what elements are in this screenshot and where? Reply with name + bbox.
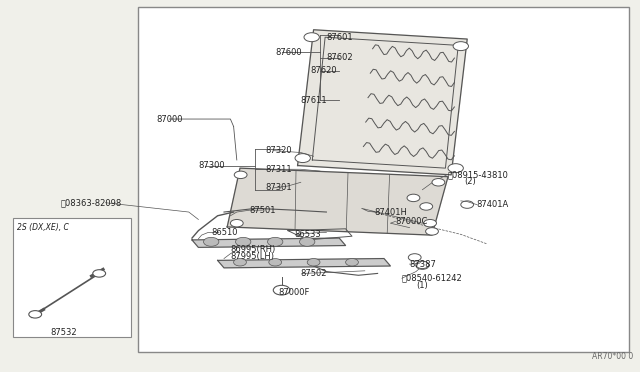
Text: (1): (1) [416,281,428,290]
Text: 2S (DX,XE), C: 2S (DX,XE), C [17,223,68,232]
Text: 87995(LH): 87995(LH) [230,252,275,261]
Text: 87532: 87532 [51,328,77,337]
Text: 87401A: 87401A [477,200,509,209]
Text: 87601: 87601 [326,33,353,42]
Text: 87620: 87620 [310,66,337,75]
Text: Ⓞ08915-43810: Ⓞ08915-43810 [448,170,509,179]
Text: Ⓝ08363-82098: Ⓝ08363-82098 [61,198,122,207]
Circle shape [461,201,474,208]
Circle shape [426,228,438,235]
Text: 86995(RH): 86995(RH) [230,245,276,254]
FancyBboxPatch shape [138,7,629,352]
Text: Ⓝ08540-61242: Ⓝ08540-61242 [402,274,463,283]
Text: 87000F: 87000F [278,288,310,296]
Text: (2): (2) [465,177,476,186]
Circle shape [408,254,421,261]
Circle shape [416,261,429,269]
Circle shape [453,42,468,51]
Circle shape [407,194,420,202]
Text: 87502: 87502 [301,269,327,278]
Circle shape [234,171,247,179]
Text: 87300: 87300 [198,161,225,170]
Text: 87600: 87600 [275,48,302,57]
Circle shape [424,219,436,227]
Circle shape [93,270,106,277]
Text: 87387: 87387 [410,260,436,269]
Text: 86533: 86533 [294,230,321,239]
Text: AR70*00 0: AR70*00 0 [593,352,634,361]
Polygon shape [227,168,448,235]
Circle shape [416,262,429,269]
FancyBboxPatch shape [13,218,131,337]
Polygon shape [298,30,467,175]
Text: 87401H: 87401H [374,208,407,217]
Text: 87301: 87301 [266,183,292,192]
Text: 87602: 87602 [326,53,353,62]
Circle shape [273,285,290,295]
Circle shape [268,237,283,246]
Circle shape [234,259,246,266]
Circle shape [269,259,282,266]
Circle shape [346,259,358,266]
Text: 87311: 87311 [266,165,292,174]
Circle shape [420,203,433,210]
Circle shape [295,154,310,163]
Circle shape [448,164,463,173]
Text: 87000C: 87000C [396,217,428,226]
Text: 87611: 87611 [301,96,328,105]
Circle shape [204,237,219,246]
Text: 87000: 87000 [157,115,183,124]
Text: 87320: 87320 [266,146,292,155]
Polygon shape [192,238,346,247]
Circle shape [432,179,445,186]
Polygon shape [218,259,390,268]
Text: 87501: 87501 [250,206,276,215]
Circle shape [307,259,320,266]
Circle shape [300,237,315,246]
Circle shape [304,33,319,42]
Circle shape [230,219,243,227]
Circle shape [236,237,251,246]
Circle shape [29,311,42,318]
Text: 86510: 86510 [211,228,237,237]
